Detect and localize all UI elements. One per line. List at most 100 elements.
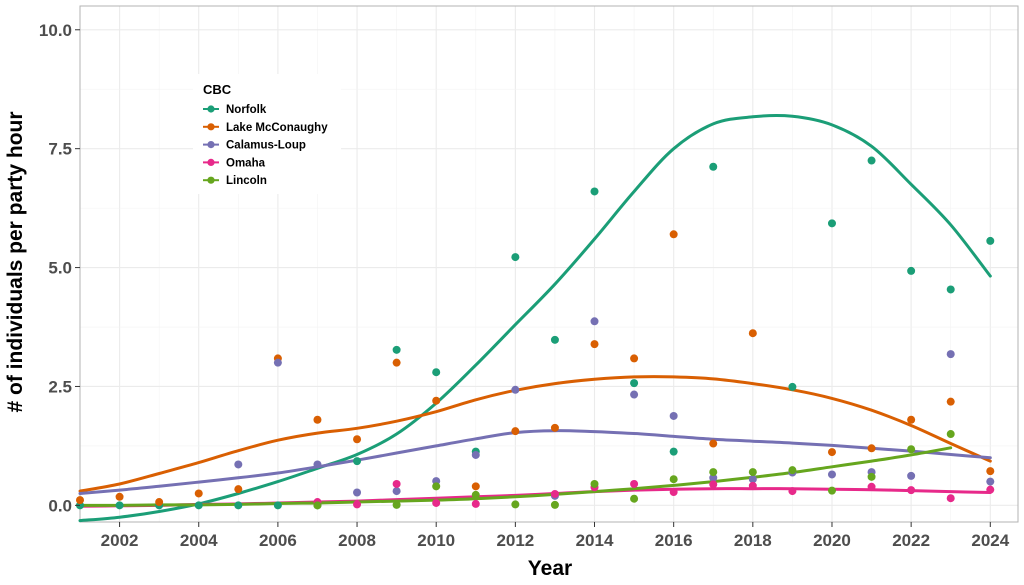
point-omaha (867, 482, 876, 491)
x-tick-label: 2018 (734, 531, 772, 550)
point-calamus-loup (234, 460, 243, 469)
point-calamus-loup (986, 477, 995, 486)
legend-key-point-lake-mcconaughy (207, 123, 215, 131)
point-omaha (748, 481, 757, 490)
y-tick-label: 5.0 (48, 259, 72, 278)
x-tick-label: 2006 (259, 531, 297, 550)
x-tick-label: 2016 (655, 531, 693, 550)
x-tick-label: 2010 (417, 531, 455, 550)
point-norfolk (234, 501, 243, 510)
x-tick-label: 2002 (101, 531, 139, 550)
point-calamus-loup (590, 317, 599, 326)
x-tick-label: 2022 (892, 531, 930, 550)
legend-key-point-calamus-loup (207, 141, 215, 149)
x-tick-label: 2014 (576, 531, 614, 550)
point-omaha (432, 498, 441, 507)
point-norfolk (590, 187, 599, 196)
point-calamus-loup (827, 470, 836, 479)
smooth-line-lincoln (78, 446, 953, 507)
point-norfolk (946, 285, 955, 294)
point-lincoln (392, 500, 401, 509)
point-lincoln (907, 445, 916, 454)
point-norfolk (867, 156, 876, 165)
point-norfolk (353, 457, 362, 466)
point-lake-mcconaughy (986, 467, 995, 476)
y-tick-label: 10.0 (39, 21, 72, 40)
point-omaha (550, 489, 559, 498)
x-axis-title: Year (528, 557, 572, 580)
point-omaha (986, 485, 995, 494)
point-lincoln (550, 500, 559, 509)
point-calamus-loup (353, 488, 362, 497)
point-lincoln (511, 500, 520, 509)
y-tick-label: 0.0 (48, 496, 72, 515)
point-lake-mcconaughy (748, 329, 757, 338)
point-lake-mcconaughy (155, 498, 164, 507)
point-omaha (669, 488, 678, 497)
point-lake-mcconaughy (867, 444, 876, 453)
point-lake-mcconaughy (432, 396, 441, 405)
point-norfolk (550, 335, 559, 344)
point-omaha (709, 480, 718, 489)
point-lincoln (630, 494, 639, 503)
point-lake-mcconaughy (669, 230, 678, 239)
legend-label-lake-mcconaughy: Lake McConaughy (226, 122, 328, 134)
y-axis-title: # of individuals per party hour (4, 111, 27, 412)
point-lake-mcconaughy (709, 439, 718, 448)
smooth-line-calamus-loup (78, 429, 992, 495)
legend-key-point-norfolk (207, 105, 215, 113)
point-calamus-loup (946, 350, 955, 359)
point-norfolk (827, 219, 836, 228)
point-calamus-loup (273, 358, 282, 367)
point-lincoln (313, 501, 322, 510)
point-lake-mcconaughy (511, 427, 520, 436)
point-omaha (907, 486, 916, 495)
point-norfolk (630, 379, 639, 388)
point-calamus-loup (907, 471, 916, 480)
point-calamus-loup (392, 487, 401, 496)
point-norfolk (709, 162, 718, 171)
point-norfolk (907, 266, 916, 275)
point-calamus-loup (630, 390, 639, 399)
x-tick-label: 2004 (180, 531, 218, 550)
point-lake-mcconaughy (313, 415, 322, 424)
point-norfolk (273, 501, 282, 510)
data-points (76, 156, 995, 510)
point-lake-mcconaughy (827, 448, 836, 457)
point-lake-mcconaughy (590, 340, 599, 349)
point-lincoln (669, 475, 678, 484)
point-norfolk (511, 253, 520, 262)
y-tick-label: 2.5 (48, 377, 72, 396)
smooth-line-norfolk (78, 114, 992, 523)
legend-key-point-lincoln (207, 176, 215, 184)
legend-label-calamus-loup: Calamus-Loup (226, 140, 306, 152)
y-axis: 0.0 2.5 5.0 7.5 10.0 (39, 21, 80, 515)
point-omaha (353, 500, 362, 509)
point-norfolk (432, 368, 441, 377)
point-lake-mcconaughy (550, 423, 559, 432)
legend-label-lincoln: Lincoln (226, 175, 267, 187)
x-tick-label: 2012 (496, 531, 534, 550)
point-lincoln (788, 466, 797, 475)
point-lake-mcconaughy (630, 354, 639, 363)
legend: CBC Norfolk Lake McConaughy Calamus-Loup Om… (193, 74, 341, 194)
legend-title: CBC (203, 82, 232, 97)
point-lake-mcconaughy (115, 492, 124, 501)
point-norfolk (115, 501, 124, 510)
legend-label-norfolk: Norfolk (226, 104, 267, 116)
point-calamus-loup (511, 385, 520, 394)
point-lake-mcconaughy (471, 482, 480, 491)
point-lincoln (471, 490, 480, 499)
point-lake-mcconaughy (907, 415, 916, 424)
point-norfolk (669, 447, 678, 456)
point-calamus-loup (471, 450, 480, 459)
smooth-line-lake-mcconaughy (78, 375, 992, 493)
legend-label-omaha: Omaha (226, 157, 266, 169)
point-lincoln (709, 468, 718, 477)
point-omaha (392, 479, 401, 488)
point-lincoln (946, 430, 955, 439)
point-lake-mcconaughy (194, 489, 203, 498)
point-calamus-loup (669, 411, 678, 420)
point-omaha (630, 479, 639, 488)
